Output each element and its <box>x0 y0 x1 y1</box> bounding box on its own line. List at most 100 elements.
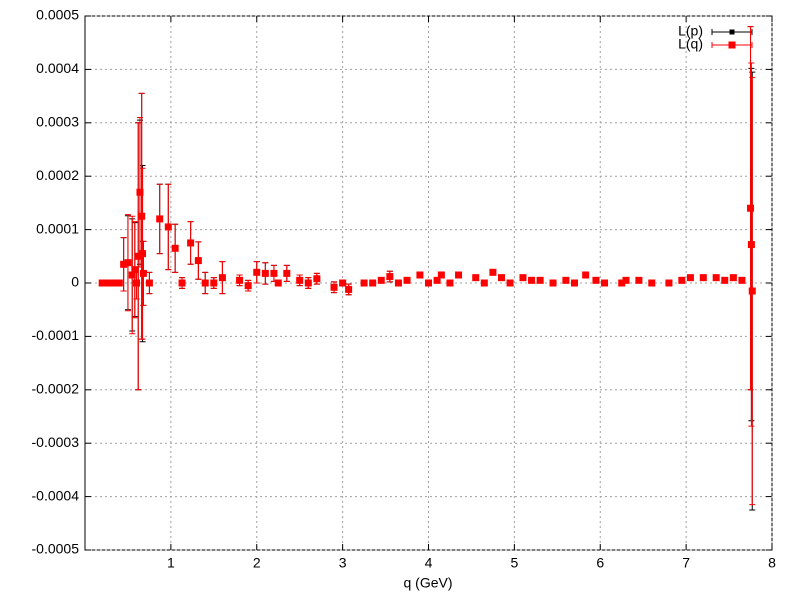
data-point <box>528 276 536 284</box>
data-point <box>686 274 694 282</box>
data-point <box>377 276 385 284</box>
data-point <box>360 279 368 287</box>
data-point <box>748 287 756 295</box>
x-tick-label: 8 <box>768 555 776 571</box>
data-point <box>721 276 729 284</box>
x-axis-label: q (GeV) <box>403 575 452 591</box>
data-point <box>394 279 402 287</box>
data-point <box>136 188 144 196</box>
data-point <box>665 279 673 287</box>
data-point <box>506 279 514 287</box>
data-point <box>601 279 609 287</box>
data-point <box>570 279 578 287</box>
data-point <box>128 271 136 279</box>
data-point <box>164 223 172 231</box>
data-point <box>738 276 746 284</box>
x-tick-label: 1 <box>167 555 175 571</box>
data-point <box>455 271 463 279</box>
data-point <box>274 279 282 287</box>
data-point <box>747 241 755 249</box>
data-point <box>729 274 737 282</box>
data-point <box>304 279 312 287</box>
y-tick-label: 0 <box>71 274 79 290</box>
x-tick-label: 6 <box>596 555 604 571</box>
data-point <box>489 268 497 276</box>
data-point <box>497 274 505 282</box>
data-point <box>178 279 186 287</box>
legend-label: L(q) <box>678 36 703 52</box>
data-point <box>699 274 707 282</box>
y-tick-label: 0.0001 <box>36 220 79 236</box>
data-point <box>536 276 544 284</box>
data-point <box>283 269 291 277</box>
x-tick-label: 7 <box>682 555 690 571</box>
data-point <box>187 239 195 247</box>
data-point <box>270 269 278 277</box>
data-point <box>648 279 656 287</box>
y-tick-label: 0.0003 <box>36 114 79 130</box>
data-point <box>369 279 377 287</box>
data-point <box>98 279 106 287</box>
x-tick-label: 5 <box>510 555 518 571</box>
data-point <box>107 279 115 287</box>
x-tick-label: 3 <box>339 555 347 571</box>
data-point <box>171 244 179 252</box>
data-point <box>313 275 321 283</box>
data-point <box>120 260 128 268</box>
y-tick-label: 0.0004 <box>36 60 79 76</box>
y-tick-label: 0.0005 <box>36 7 79 23</box>
data-point <box>139 250 147 258</box>
data-point <box>330 283 338 291</box>
data-point <box>446 279 454 287</box>
data-point <box>712 274 720 282</box>
data-point <box>244 282 252 290</box>
data-point <box>111 279 119 287</box>
data-point <box>124 259 132 267</box>
data-point <box>519 274 527 282</box>
data-point <box>582 271 590 279</box>
data-point <box>433 276 441 284</box>
data-point <box>472 274 480 282</box>
data-point <box>218 274 226 282</box>
data-point <box>133 279 141 287</box>
y-tick-label: -0.0003 <box>32 434 80 450</box>
data-point <box>549 279 557 287</box>
data-point <box>480 279 488 287</box>
data-point <box>131 266 139 274</box>
data-point <box>339 279 347 287</box>
legend-label: L(p) <box>678 23 703 39</box>
x-tick-label: 4 <box>425 555 433 571</box>
data-point <box>236 276 244 284</box>
data-point <box>562 276 570 284</box>
data-point <box>747 204 755 212</box>
y-tick-label: -0.0004 <box>32 487 80 503</box>
data-point <box>194 257 202 265</box>
data-point <box>156 215 164 223</box>
data-point <box>403 276 411 284</box>
data-point <box>201 279 209 287</box>
data-point <box>416 271 424 279</box>
data-point <box>261 269 269 277</box>
data-point <box>386 273 394 281</box>
data-point <box>138 212 146 220</box>
data-point <box>145 279 153 287</box>
data-point <box>635 276 643 284</box>
legend-swatch <box>729 29 735 35</box>
y-tick-label: -0.0001 <box>32 327 80 343</box>
data-point <box>622 276 630 284</box>
data-point <box>425 279 432 287</box>
y-tick-label: -0.0005 <box>32 541 80 557</box>
data-point <box>253 268 261 276</box>
x-tick-label: 2 <box>253 555 261 571</box>
data-point <box>102 279 110 287</box>
data-point <box>115 279 123 287</box>
y-tick-label: -0.0002 <box>32 381 80 397</box>
data-point <box>134 252 142 260</box>
data-point <box>139 269 147 277</box>
legend-swatch <box>728 41 736 49</box>
data-point <box>296 276 304 284</box>
data-point <box>437 271 445 279</box>
data-point <box>345 285 353 293</box>
